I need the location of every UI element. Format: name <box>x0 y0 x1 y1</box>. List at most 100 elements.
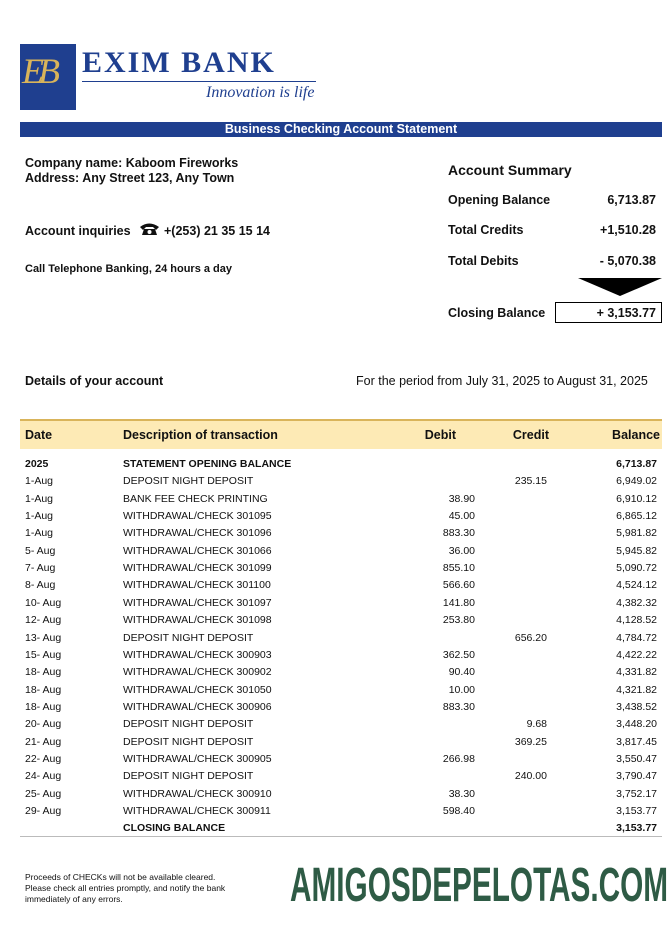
summary-value: + 3,153.77 <box>596 306 656 320</box>
date-cell: 21- Aug <box>25 735 62 748</box>
description-cell: WITHDRAWAL/CHECK 301097 <box>123 596 272 609</box>
balance-cell: 4,524.12 <box>616 579 657 592</box>
date-cell: 1-Aug <box>25 527 54 540</box>
debit-cell: 362.50 <box>442 648 475 661</box>
table-row: 18- Aug WITHDRAWAL/CHECK 301050 10.00 4,321… <box>0 682 670 699</box>
description-cell: DEPOSIT NIGHT DEPOSIT <box>123 735 254 748</box>
date-cell: 18- Aug <box>25 700 62 713</box>
closing-box <box>555 302 662 323</box>
debit-cell: 598.40 <box>442 805 475 817</box>
telephone-banking: Call Telephone Banking, 24 hours a day <box>25 263 233 275</box>
description-cell: WITHDRAWAL/CHECK 300905 <box>123 752 272 765</box>
debit-cell: 266.98 <box>442 752 475 765</box>
description-cell: WITHDRAWAL/CHECK 300911 <box>123 805 271 817</box>
address: Address: Any Street 123, Any Town <box>25 171 235 185</box>
inquiries-label: Account inquiries <box>25 224 131 238</box>
balance-cell: 4,784.72 <box>616 631 657 644</box>
balance-cell: 3,448.20 <box>616 718 657 731</box>
table-row: 7- Aug WITHDRAWAL/CHECK 301099 855.10 5,090… <box>0 560 670 577</box>
balance-cell: 5,945.82 <box>616 544 657 557</box>
balance-cell: 4,382.32 <box>616 596 657 609</box>
date-cell: 18- Aug <box>25 683 62 696</box>
date-cell: 7- Aug <box>25 562 56 575</box>
description-cell: CLOSING BALANCE <box>123 822 226 835</box>
bank-name: EXIM BANK <box>82 46 276 79</box>
table-row: 18- Aug WITHDRAWAL/CHECK 300902 90.40 4,331… <box>0 664 670 681</box>
date-cell: 1-Aug <box>25 492 54 505</box>
table-row: 1-Aug DEPOSIT NIGHT DEPOSIT 235.15 6,949.02 <box>0 473 670 490</box>
logo-rule <box>82 81 316 82</box>
balance-cell: 4,422.22 <box>616 648 657 661</box>
credit-cell: 240.00 <box>514 770 547 783</box>
watermark: AMIGOSDEPELOTAS.COM <box>290 859 669 912</box>
date-cell: 2025 <box>25 458 49 470</box>
table-row: 15- Aug WITHDRAWAL/CHECK 300903 362.50 4,42… <box>0 647 670 664</box>
credit-cell: 9.68 <box>526 718 547 731</box>
description-cell: STATEMENT OPENING BALANCE <box>123 458 292 470</box>
description-cell: DEPOSIT NIGHT DEPOSIT <box>123 631 254 644</box>
date-cell: 22- Aug <box>25 752 62 765</box>
date-cell: 5- Aug <box>25 544 56 557</box>
table-row: 20- Aug DEPOSIT NIGHT DEPOSIT 9.68 3,448.20 <box>0 716 670 733</box>
table-row: 13- Aug DEPOSIT NIGHT DEPOSIT 656.20 4,784.… <box>0 630 670 647</box>
date-cell: 1-Aug <box>25 510 54 523</box>
summary-label: Total Debits <box>448 254 519 268</box>
footer-note: Proceeds of CHECKs will not be available… <box>25 872 226 904</box>
table-header <box>20 419 662 449</box>
summary-label: Opening Balance <box>448 193 551 207</box>
description-cell: WITHDRAWAL/CHECK 301096 <box>123 527 272 540</box>
tagline: Innovation is life <box>206 84 315 101</box>
table-row: 21- Aug DEPOSIT NIGHT DEPOSIT 369.25 3,817.… <box>0 734 670 751</box>
company: Company name: Kaboom Fireworks <box>25 156 239 170</box>
phone: +(253) 21 35 15 14 <box>164 224 270 238</box>
balance-cell: 3,752.17 <box>616 787 657 800</box>
description-cell: WITHDRAWAL/CHECK 300903 <box>123 648 272 661</box>
table-row: CLOSING BALANCE 3,153.77 <box>0 820 670 837</box>
description-cell: DEPOSIT NIGHT DEPOSIT <box>123 770 254 783</box>
description-cell: WITHDRAWAL/CHECK 301050 <box>123 683 272 696</box>
credit-cell: 369.25 <box>514 735 547 748</box>
credit-cell: 656.20 <box>514 631 547 644</box>
date-cell: 25- Aug <box>25 787 62 800</box>
table-rule <box>20 836 662 837</box>
balance-cell: 3,153.77 <box>616 822 657 835</box>
description-cell: WITHDRAWAL/CHECK 301100 <box>123 579 271 592</box>
balance-cell: 4,331.82 <box>616 666 657 679</box>
debit-cell: 253.80 <box>442 614 475 627</box>
summary-value: +1,510.28 <box>600 223 656 237</box>
summary-arrow <box>578 278 662 296</box>
description-cell: DEPOSIT NIGHT DEPOSIT <box>123 475 254 488</box>
date-cell: 10- Aug <box>25 596 62 609</box>
date-cell: 8- Aug <box>25 579 56 592</box>
date-cell: 1-Aug <box>25 475 54 488</box>
description-cell: WITHDRAWAL/CHECK 301066 <box>123 544 272 557</box>
debit-cell: 38.90 <box>448 492 475 505</box>
description-cell: WITHDRAWAL/CHECK 300910 <box>123 787 272 800</box>
description-cell: WITHDRAWAL/CHECK 300906 <box>123 700 272 713</box>
date-cell: 15- Aug <box>25 648 62 661</box>
balance-cell: 3,438.52 <box>616 700 657 713</box>
table-row: 8- Aug WITHDRAWAL/CHECK 301100 566.60 4,524… <box>0 577 670 594</box>
description-cell: WITHDRAWAL/CHECK 301099 <box>123 562 272 575</box>
details-label: Details of your account <box>25 374 164 388</box>
date-cell: 18- Aug <box>25 666 62 679</box>
table-row: 22- Aug WITHDRAWAL/CHECK 300905 266.98 3,55… <box>0 751 670 768</box>
column-header: Debit <box>424 428 456 442</box>
balance-cell: 6,713.87 <box>616 458 657 470</box>
date-cell: 29- Aug <box>25 805 62 817</box>
description-cell: WITHDRAWAL/CHECK 300902 <box>123 666 272 679</box>
table-row: 1-Aug WITHDRAWAL/CHECK 301096 883.30 5,981.… <box>0 525 670 542</box>
table-row: 2025 STATEMENT OPENING BALANCE 6,713.87 <box>0 456 670 473</box>
table-row: 1-Aug WITHDRAWAL/CHECK 301095 45.00 6,865.1… <box>0 508 670 525</box>
description-cell: DEPOSIT NIGHT DEPOSIT <box>123 718 254 731</box>
logo-box <box>20 44 76 110</box>
table-row: 18- Aug WITHDRAWAL/CHECK 300906 883.30 3,43… <box>0 699 670 716</box>
table-row: 12- Aug WITHDRAWAL/CHECK 301098 253.80 4,12… <box>0 612 670 629</box>
balance-cell: 6,910.12 <box>616 492 657 505</box>
credit-cell: 235.15 <box>514 475 547 488</box>
debit-cell: 855.10 <box>442 562 475 575</box>
summary-label: Total Credits <box>448 223 524 237</box>
debit-cell: 883.30 <box>442 700 475 713</box>
date-cell: 20- Aug <box>25 718 62 731</box>
